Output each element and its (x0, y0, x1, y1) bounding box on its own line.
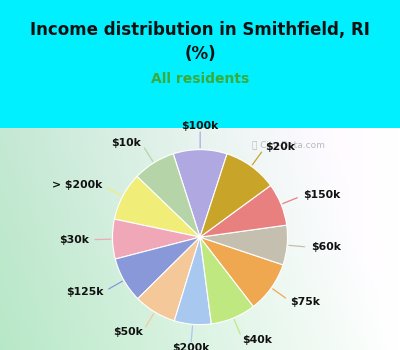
Text: (%): (%) (184, 45, 216, 63)
Text: Income distribution in Smithfield, RI: Income distribution in Smithfield, RI (30, 21, 370, 39)
Wedge shape (138, 237, 200, 321)
Text: $60k: $60k (311, 242, 340, 252)
Text: $75k: $75k (290, 296, 320, 307)
Wedge shape (173, 150, 227, 237)
Wedge shape (200, 225, 288, 265)
Wedge shape (174, 237, 211, 324)
Wedge shape (112, 219, 200, 259)
Text: $50k: $50k (113, 327, 142, 337)
Text: $10k: $10k (112, 138, 141, 148)
Wedge shape (200, 154, 271, 237)
Wedge shape (114, 176, 200, 237)
Text: $125k: $125k (66, 287, 103, 297)
Text: $100k: $100k (182, 121, 219, 131)
Wedge shape (115, 237, 200, 299)
Text: > $200k: > $200k (52, 180, 102, 190)
Wedge shape (200, 237, 283, 307)
Text: $30k: $30k (59, 235, 89, 245)
Text: $40k: $40k (242, 335, 272, 345)
Wedge shape (137, 154, 200, 237)
Wedge shape (200, 237, 253, 324)
Wedge shape (200, 186, 287, 237)
Text: $150k: $150k (303, 190, 340, 201)
Text: ⓘ City-Data.com: ⓘ City-Data.com (252, 141, 324, 150)
Text: $20k: $20k (265, 142, 295, 152)
Text: $200k: $200k (172, 343, 209, 350)
Text: All residents: All residents (151, 72, 249, 86)
